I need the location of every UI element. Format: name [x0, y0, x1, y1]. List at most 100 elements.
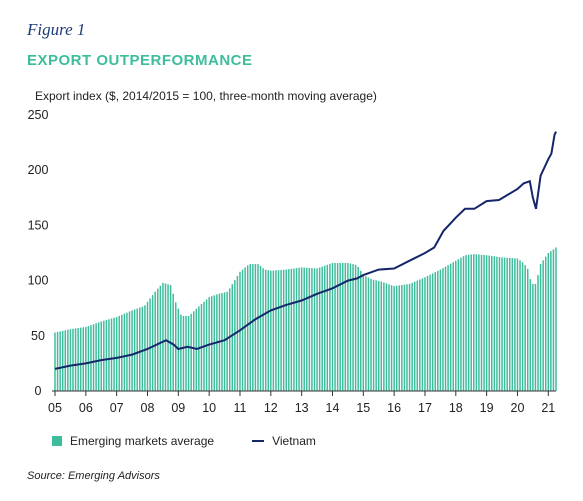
x-tick-label: 07	[110, 401, 124, 415]
bar-115	[349, 263, 352, 391]
bar-188	[537, 275, 539, 391]
bar-145	[426, 276, 429, 391]
bar-15	[92, 324, 95, 391]
bar-111	[339, 262, 341, 391]
bar-124	[372, 279, 375, 391]
bar-18	[100, 321, 102, 391]
x-tick-label: 11	[233, 401, 246, 415]
bar-77	[252, 264, 254, 391]
bar-38	[151, 295, 154, 391]
bar-44	[167, 284, 169, 391]
bar-25	[118, 315, 120, 391]
bar-125	[375, 280, 377, 391]
bar-179	[514, 258, 516, 391]
x-tick-label: 08	[141, 401, 155, 415]
source-note: Source: Emerging Advisors	[27, 470, 160, 482]
bar-161	[467, 254, 470, 391]
bar-168	[485, 255, 488, 391]
bar-167	[483, 254, 485, 391]
bar-104	[321, 266, 323, 391]
bar-85	[272, 270, 275, 391]
bar-95	[298, 267, 300, 391]
bar-75	[246, 265, 249, 391]
bar-19	[103, 320, 105, 391]
bar-150	[439, 269, 442, 391]
bar-29	[128, 311, 131, 391]
bar-16	[95, 323, 97, 391]
bar-series-emerging-markets	[54, 247, 557, 391]
x-tick-label: 16	[387, 401, 401, 415]
bar-186	[532, 283, 534, 391]
bar-20	[105, 319, 108, 391]
bar-54	[192, 311, 195, 391]
bar-83	[267, 270, 269, 391]
bar-82	[264, 269, 267, 391]
bar-40	[157, 288, 159, 391]
bar-144	[424, 277, 426, 391]
bar-34	[141, 306, 144, 391]
bar-132	[393, 286, 395, 391]
bar-143	[421, 278, 424, 391]
bar-164	[475, 254, 478, 391]
x-tick-label: 17	[418, 401, 432, 415]
bar-81	[262, 268, 264, 391]
bar-101	[313, 268, 316, 391]
bar-9	[77, 328, 79, 391]
bar-120	[362, 275, 365, 391]
bar-33	[139, 307, 141, 391]
bar-127	[380, 281, 383, 391]
x-tick-label: 10	[202, 401, 216, 415]
legend-item-emerging-markets: Emerging markets average	[52, 434, 214, 448]
figure-label: Figure 1	[27, 20, 86, 39]
bar-107	[329, 263, 331, 391]
bar-49	[180, 314, 182, 391]
bar-45	[169, 285, 172, 391]
bar-65	[221, 292, 223, 391]
bar-89	[282, 269, 285, 391]
bar-90	[285, 269, 287, 391]
bar-189	[539, 264, 542, 391]
bar-158	[460, 257, 462, 391]
bar-162	[470, 254, 472, 391]
bar-84	[270, 270, 272, 391]
bar-14	[90, 325, 92, 391]
chart-title: EXPORT OUTPERFORMANCE	[27, 52, 253, 69]
bar-139	[411, 282, 413, 391]
bar-191	[544, 256, 547, 391]
bar-190	[542, 260, 544, 391]
bar-178	[511, 258, 514, 391]
bar-113	[344, 262, 347, 391]
bar-36	[146, 301, 149, 391]
bar-24	[115, 317, 118, 391]
legend-label-vietnam: Vietnam	[272, 434, 316, 448]
bar-52	[187, 315, 190, 391]
bar-146	[429, 274, 431, 391]
bar-148	[434, 272, 436, 391]
bar-91	[288, 269, 290, 391]
bar-112	[342, 262, 344, 391]
x-tick-label: 13	[295, 401, 309, 415]
bar-152	[444, 266, 447, 391]
y-axis-ticks: 0 50 100 150 200 250	[28, 108, 49, 398]
bar-160	[465, 255, 467, 391]
y-tick-label: 50	[31, 329, 45, 343]
bar-88	[280, 269, 282, 391]
bar-134	[398, 285, 401, 391]
bar-137	[406, 284, 408, 391]
bar-194	[552, 249, 555, 391]
bar-183	[524, 265, 526, 391]
bar-130	[388, 284, 390, 391]
bar-157	[457, 259, 460, 391]
bar-184	[526, 268, 529, 391]
bar-28	[126, 312, 128, 391]
line-series-vietnam	[54, 131, 557, 370]
y-tick-label: 200	[28, 163, 49, 177]
legend-item-vietnam: Vietnam	[252, 434, 316, 448]
bar-0	[54, 332, 56, 391]
y-tick-label: 0	[35, 384, 42, 398]
bar-153	[447, 265, 449, 391]
y-tick-label: 150	[28, 218, 49, 232]
bar-187	[534, 283, 537, 391]
bar-133	[395, 285, 398, 391]
